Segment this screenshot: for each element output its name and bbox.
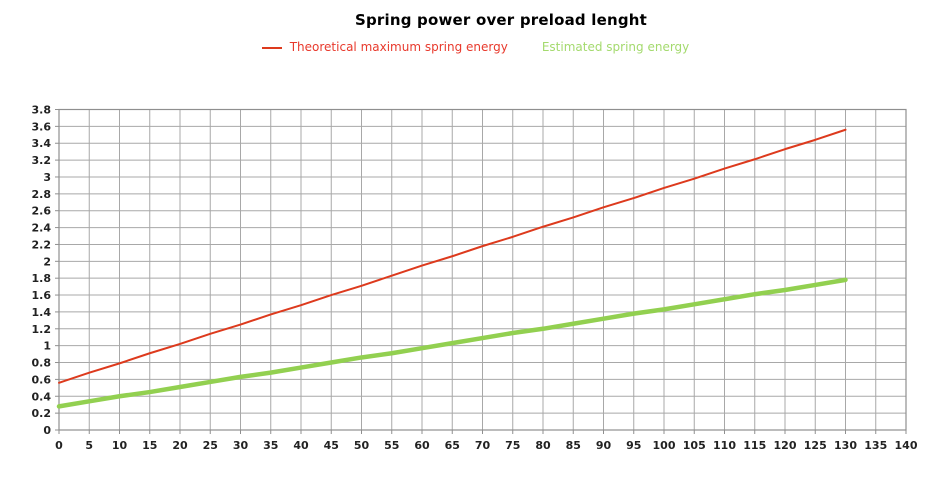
y-axis-tick-label: 0.6 [32,373,52,386]
x-axis-tick-label: 20 [172,439,188,452]
legend-label-theoretical: Theoretical maximum spring energy [289,40,508,54]
x-axis-tick-label: 125 [804,439,827,452]
y-axis-tick-label: 1.4 [32,306,52,319]
x-axis-tick-label: 5 [85,439,93,452]
x-axis-tick-label: 110 [713,439,736,452]
series-line-estimated [56,277,848,409]
x-axis-tick-label: 120 [774,439,797,452]
y-axis-tick-label: 1 [43,340,51,353]
series-line-theoretical [58,128,847,384]
legend-label-estimated: Estimated spring energy [541,40,690,54]
chart-legend: Theoretical maximum spring energy Estima… [8,40,935,55]
y-axis-tick-label: 2.2 [32,238,52,251]
x-axis-tick-label: 135 [864,439,887,452]
y-axis-tick-label: 3 [43,171,51,184]
x-axis-tick-label: 45 [324,439,339,452]
y-axis-tick-label: 2 [43,255,51,268]
y-axis-tick-label: 3.2 [32,154,52,167]
x-axis-tick-label: 70 [475,439,491,452]
x-axis-tick-label: 25 [203,439,218,452]
x-axis-tick-label: 105 [683,439,706,452]
x-axis-tick-label: 0 [55,439,63,452]
legend-item-estimated: Estimated spring energy [542,40,689,55]
x-axis-tick-label: 75 [505,439,520,452]
y-axis-tick-label: 0.4 [32,390,52,403]
y-axis-tick-label: 0 [43,424,51,437]
x-axis-tick-label: 40 [293,439,309,452]
y-axis-tick-label: 2.6 [32,205,52,218]
x-axis-tick-label: 115 [743,439,766,452]
y-axis-tick-label: 0.2 [32,407,52,420]
y-axis-tick-label: 3.4 [32,137,52,150]
x-axis-tick-label: 90 [596,439,612,452]
x-axis-tick-label: 60 [414,439,430,452]
x-axis-tick-label: 130 [834,439,857,452]
y-axis-tick-label: 1.8 [32,272,52,285]
x-axis-tick-label: 30 [233,439,249,452]
x-axis-tick-label: 35 [263,439,278,452]
y-axis-tick-label: 2.8 [32,188,52,201]
y-axis-tick-label: 1.2 [32,323,52,336]
y-axis-tick-label: 3.8 [32,104,52,117]
x-axis-tick-label: 85 [566,439,581,452]
x-axis-tick-label: 80 [535,439,551,452]
x-axis-tick-label: 55 [384,439,399,452]
y-axis-tick-label: 2.4 [32,222,52,235]
x-axis-tick-label: 10 [112,439,128,452]
x-axis-tick-label: 65 [445,439,460,452]
plot-border [58,108,907,431]
x-axis-tick-label: 100 [653,439,676,452]
x-axis-tick-label: 95 [626,439,641,452]
legend-line-marker-theoretical [261,46,282,49]
y-axis-tick-label: 1.6 [32,289,52,302]
x-axis-tick-label: 15 [142,439,157,452]
y-axis-tick-label: 3.6 [32,120,52,133]
x-axis-tick-label: 50 [354,439,370,452]
chart-title: Spring power over preload lenght [354,11,648,29]
legend-item-theoretical: Theoretical maximum spring energy [261,40,508,55]
y-axis-tick-label: 0.8 [32,357,52,370]
x-axis-tick-label: 140 [895,439,918,452]
